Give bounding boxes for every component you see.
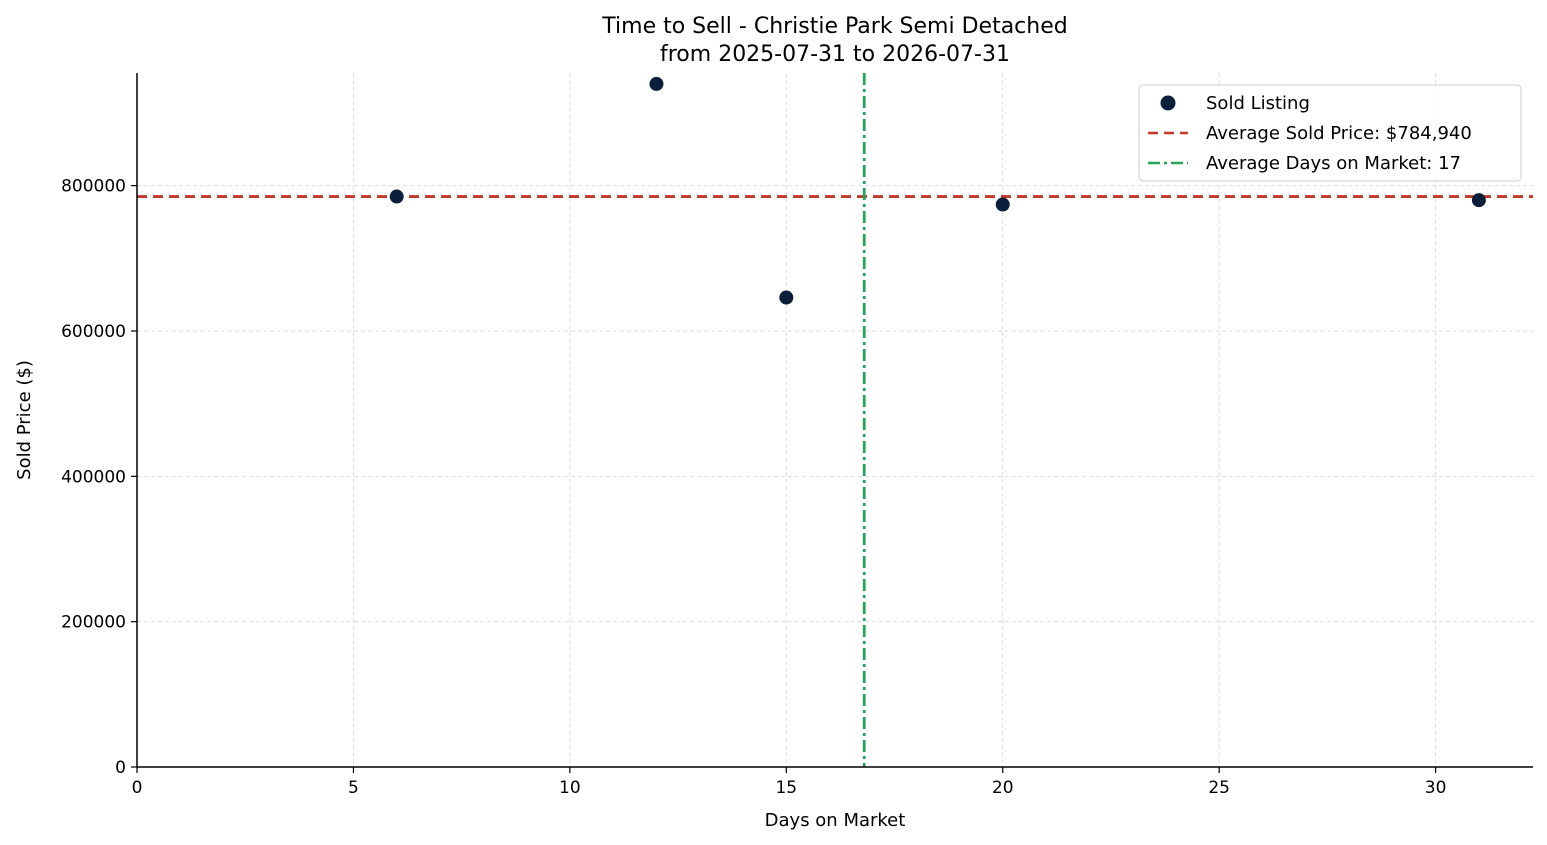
y-axis-label: Sold Price ($) [14, 360, 35, 480]
x-tick-label: 20 [992, 778, 1014, 798]
y-tick-label: 400000 [61, 467, 126, 487]
y-tick-label: 200000 [61, 613, 126, 633]
legend-label-average-sold-price: Average Sold Price: $784,940 [1206, 123, 1472, 144]
x-tick-label: 25 [1208, 778, 1230, 798]
legend-frame [1138, 84, 1522, 182]
y-tick-label: 0 [115, 758, 126, 778]
legend-label-average-days-on-market: Average Days on Market: 17 [1206, 153, 1461, 174]
y-tick-label: 600000 [61, 322, 126, 342]
legend-label-sold-listing: Sold Listing [1206, 93, 1310, 114]
chart-title: Time to Sell - Christie Park Semi Detach… [601, 14, 1067, 39]
chart-subtitle: from 2025-07-31 to 2026-07-31 [660, 42, 1010, 67]
data-points [389, 76, 1486, 305]
tick-labels: 0 5 10 15 20 25 30 0 200000 400000 600000 800000 [61, 177, 1446, 798]
y-tick-label: 800000 [61, 177, 126, 197]
x-tick-label: 10 [559, 778, 581, 798]
sold-listing-point [995, 197, 1010, 212]
x-tick-label: 5 [348, 778, 359, 798]
x-axis-label: Days on Market [765, 810, 906, 831]
sold-listing-point [1471, 193, 1486, 208]
x-tick-label: 15 [775, 778, 797, 798]
legend: Sold Listing Average Sold Price: $784,94… [1138, 84, 1522, 182]
axes [131, 73, 1533, 773]
sold-listing-point [389, 189, 404, 204]
sold-listing-point [649, 76, 664, 91]
legend-marker-sold-listing [1160, 95, 1176, 111]
x-tick-label: 0 [132, 778, 143, 798]
sold-listing-point [779, 290, 794, 305]
reference-lines [137, 73, 1533, 767]
x-tick-label: 30 [1425, 778, 1447, 798]
